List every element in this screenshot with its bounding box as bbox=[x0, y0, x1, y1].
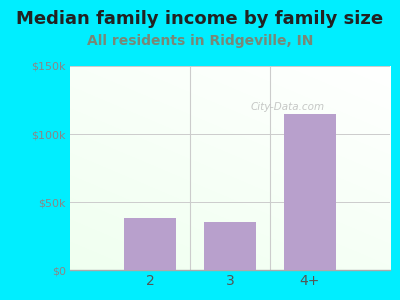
Text: Median family income by family size: Median family income by family size bbox=[16, 11, 384, 28]
Bar bbox=[124, 218, 176, 270]
Bar bbox=[204, 222, 256, 270]
Text: City-Data.com: City-Data.com bbox=[250, 102, 325, 112]
Text: All residents in Ridgeville, IN: All residents in Ridgeville, IN bbox=[87, 34, 313, 49]
Bar bbox=[284, 114, 336, 270]
